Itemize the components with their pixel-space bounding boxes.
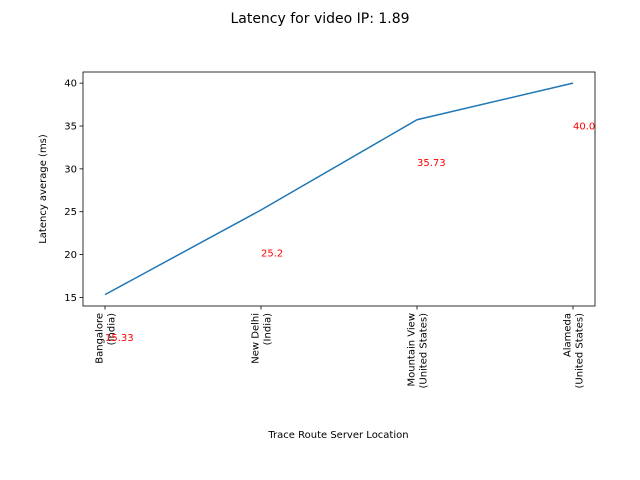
x-tick-label-line: (United States) xyxy=(575,313,586,389)
x-tick-label-line: (United States) xyxy=(419,313,430,389)
x-axis-label: Trace Route Server Location xyxy=(267,430,408,441)
y-tick-label: 25 xyxy=(64,207,77,218)
data-label: 40.0 xyxy=(573,122,595,133)
x-tick-label-line: (India) xyxy=(263,313,274,345)
data-label: 25.2 xyxy=(261,248,283,259)
y-tick-label: 30 xyxy=(64,164,77,175)
x-tick-label: Bangalore(India) xyxy=(95,313,118,364)
chart-title: Latency for video IP: 1.89 xyxy=(230,11,409,27)
x-tick-label-line: New Delhi xyxy=(251,313,262,364)
x-tick-label-line: Mountain View xyxy=(407,313,418,387)
x-tick-label-line: Bangalore xyxy=(95,313,106,364)
y-tick-label: 40 xyxy=(64,79,77,90)
data-label: 35.73 xyxy=(417,158,446,169)
y-tick-label: 35 xyxy=(64,122,77,133)
plot-frame xyxy=(82,71,596,307)
x-tick-label-line: (India) xyxy=(107,313,118,345)
y-tick-label: 20 xyxy=(64,250,77,261)
series-line xyxy=(104,82,574,296)
x-tick-label: Alameda(United States) xyxy=(563,313,586,389)
x-tick-label: Mountain View(United States) xyxy=(407,313,430,389)
y-tick-label: 15 xyxy=(64,293,77,304)
data-label: 15.33 xyxy=(105,333,134,344)
x-tick-label: New Delhi(India) xyxy=(251,313,274,364)
y-axis-label: Latency average (ms) xyxy=(38,134,49,244)
x-tick-label-line: Alameda xyxy=(563,313,574,357)
